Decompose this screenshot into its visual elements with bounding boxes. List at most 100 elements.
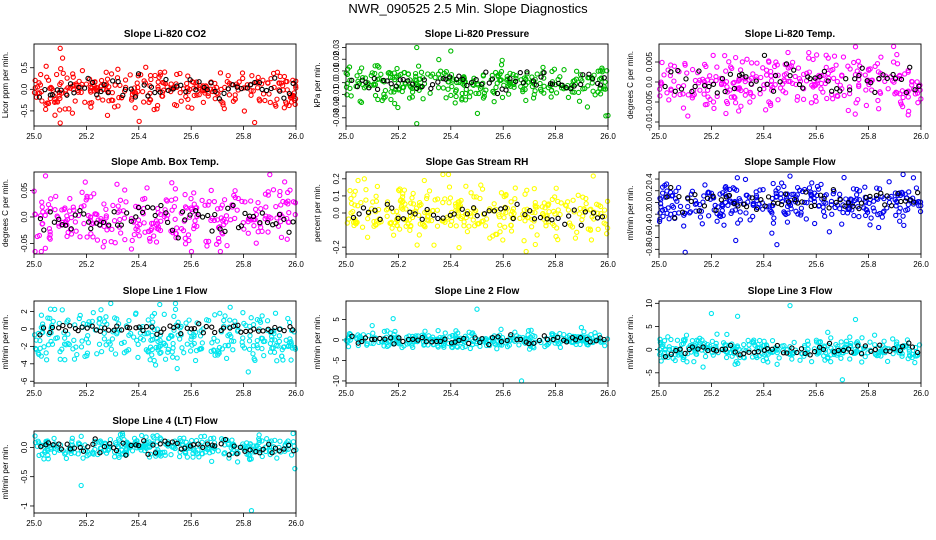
data-point bbox=[172, 306, 179, 313]
data-point bbox=[196, 91, 202, 98]
overlay-point bbox=[272, 324, 278, 331]
data-point bbox=[836, 191, 843, 197]
data-point bbox=[784, 219, 791, 225]
overlay-point bbox=[474, 213, 480, 219]
data-point bbox=[588, 206, 594, 212]
data-point bbox=[555, 198, 561, 205]
series-overlay bbox=[37, 202, 296, 241]
overlay-point bbox=[56, 441, 62, 447]
data-point bbox=[264, 318, 271, 324]
data-point bbox=[726, 59, 732, 65]
data-point bbox=[408, 223, 414, 230]
x-tick-label: 25.8 bbox=[236, 260, 252, 269]
overlay-point bbox=[37, 332, 43, 338]
data-point bbox=[73, 344, 79, 350]
overlay-point bbox=[735, 203, 741, 209]
plot-frame bbox=[345, 43, 609, 127]
overlay-point bbox=[587, 339, 593, 345]
overlay-point bbox=[106, 222, 112, 228]
data-point bbox=[705, 190, 711, 196]
data-point bbox=[732, 345, 738, 352]
overlay-point bbox=[461, 335, 467, 342]
data-point bbox=[468, 89, 474, 95]
data-point bbox=[127, 72, 133, 78]
overlay-point bbox=[244, 85, 250, 91]
data-point bbox=[253, 240, 259, 246]
data-point bbox=[657, 86, 663, 92]
data-point bbox=[267, 171, 273, 178]
series-overlay bbox=[37, 321, 296, 338]
overlay-point bbox=[277, 88, 283, 94]
data-point bbox=[241, 345, 248, 351]
data-point bbox=[275, 343, 281, 349]
data-point bbox=[440, 171, 446, 178]
data-point bbox=[765, 359, 771, 365]
overlay-point bbox=[821, 68, 828, 75]
data-point bbox=[52, 306, 58, 313]
overlay-point bbox=[820, 346, 827, 353]
data-point bbox=[801, 71, 807, 77]
data-point bbox=[169, 207, 175, 213]
data-point bbox=[287, 336, 293, 342]
y-tick-label: 0.02 bbox=[332, 51, 341, 67]
data-point bbox=[800, 96, 807, 102]
x-tick-label: 25.2 bbox=[79, 260, 95, 269]
overlay-point bbox=[498, 339, 505, 345]
data-point bbox=[688, 191, 694, 197]
data-point bbox=[521, 75, 527, 81]
data-point bbox=[587, 226, 593, 232]
data-point bbox=[595, 226, 601, 232]
data-point bbox=[347, 188, 353, 194]
overlay-point bbox=[286, 229, 292, 235]
data-point bbox=[94, 351, 100, 357]
data-point bbox=[532, 199, 538, 206]
data-point bbox=[850, 186, 857, 192]
data-point bbox=[138, 443, 145, 449]
data-point bbox=[841, 174, 847, 181]
data-point bbox=[259, 313, 265, 319]
data-point bbox=[182, 241, 189, 247]
data-point bbox=[838, 355, 844, 361]
data-point bbox=[798, 210, 804, 216]
data-point bbox=[147, 238, 153, 244]
data-point bbox=[130, 334, 137, 340]
overlay-point bbox=[377, 216, 383, 223]
overlay-point bbox=[890, 71, 896, 78]
data-point bbox=[265, 192, 271, 198]
overlay-point bbox=[222, 228, 228, 234]
data-point bbox=[38, 248, 44, 255]
data-point bbox=[868, 87, 875, 93]
y-tick-label: -0.02 bbox=[332, 96, 341, 115]
data-point bbox=[38, 71, 44, 78]
data-point bbox=[415, 63, 422, 69]
data-point bbox=[773, 194, 779, 200]
data-point bbox=[664, 210, 670, 216]
data-point bbox=[215, 235, 222, 242]
data-point bbox=[79, 67, 86, 74]
data-point bbox=[255, 74, 261, 81]
y-tick-label: 0.0 bbox=[20, 211, 29, 223]
data-point bbox=[699, 221, 705, 227]
data-point bbox=[909, 354, 915, 361]
data-point bbox=[248, 315, 254, 321]
data-point bbox=[497, 229, 503, 235]
overlay-point bbox=[486, 341, 492, 348]
data-point bbox=[139, 88, 146, 95]
overlay-point bbox=[494, 90, 501, 97]
overlay-point bbox=[136, 442, 142, 449]
x-tick-label: 25.6 bbox=[808, 132, 824, 141]
data-point bbox=[663, 181, 670, 187]
data-point bbox=[700, 76, 706, 82]
data-point bbox=[234, 207, 240, 213]
data-point bbox=[116, 94, 122, 101]
data-point bbox=[405, 71, 411, 77]
data-point bbox=[227, 317, 233, 323]
data-point bbox=[129, 237, 135, 244]
x-tick-label: 25.4 bbox=[131, 260, 147, 269]
data-point bbox=[590, 173, 596, 179]
data-point bbox=[103, 215, 109, 221]
data-point bbox=[822, 213, 828, 219]
data-point bbox=[265, 229, 271, 235]
data-point bbox=[84, 350, 91, 356]
overlay-point bbox=[504, 337, 510, 344]
